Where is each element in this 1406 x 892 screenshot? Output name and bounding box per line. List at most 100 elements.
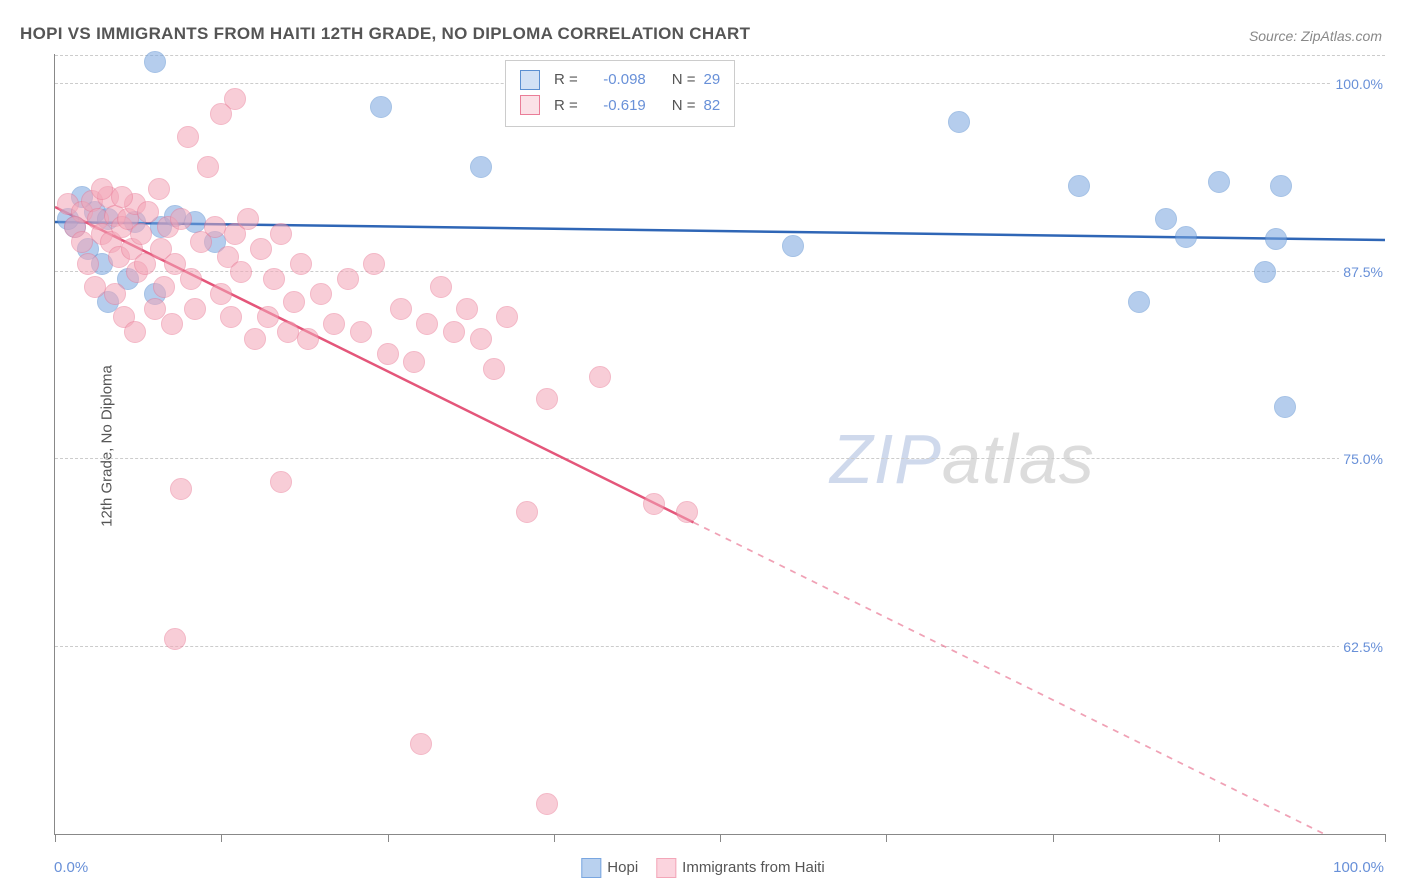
scatter-point — [230, 261, 252, 283]
scatter-point — [257, 306, 279, 328]
gridline — [55, 646, 1385, 647]
y-tick-label: 87.5% — [1339, 264, 1387, 280]
scatter-point — [250, 238, 272, 260]
scatter-point — [210, 283, 232, 305]
plot-area: ZIPatlas R =-0.098N =29R =-0.619N =82 62… — [54, 54, 1385, 835]
legend-swatch — [581, 858, 601, 878]
scatter-point — [363, 253, 385, 275]
legend-r-label: R = — [554, 93, 578, 119]
x-tick — [886, 834, 887, 842]
scatter-point — [290, 253, 312, 275]
scatter-point — [180, 268, 202, 290]
legend-n-label: N = — [672, 67, 696, 93]
scatter-point — [310, 283, 332, 305]
scatter-point — [1128, 291, 1150, 313]
scatter-point — [161, 313, 183, 335]
legend-item: Hopi — [581, 858, 638, 878]
scatter-point — [84, 276, 106, 298]
x-tick — [221, 834, 222, 842]
gridline — [55, 458, 1385, 459]
scatter-point — [589, 366, 611, 388]
scatter-point — [1270, 175, 1292, 197]
x-tick — [55, 834, 56, 842]
scatter-point — [350, 321, 372, 343]
scatter-point — [782, 235, 804, 257]
scatter-point — [220, 306, 242, 328]
scatter-point — [170, 208, 192, 230]
trend-line-dashed — [693, 522, 1385, 834]
scatter-point — [164, 628, 186, 650]
scatter-point — [496, 306, 518, 328]
scatter-point — [1068, 175, 1090, 197]
trend-lines — [55, 54, 1385, 834]
x-tick — [554, 834, 555, 842]
x-axis-start-label: 0.0% — [54, 859, 88, 876]
scatter-point — [1274, 396, 1296, 418]
scatter-point — [390, 298, 412, 320]
scatter-point — [1208, 171, 1230, 193]
scatter-point — [244, 328, 266, 350]
scatter-point — [111, 186, 133, 208]
scatter-point — [270, 471, 292, 493]
scatter-point — [197, 156, 219, 178]
legend-n-label: N = — [672, 93, 696, 119]
scatter-point — [144, 51, 166, 73]
scatter-point — [483, 358, 505, 380]
scatter-point — [283, 291, 305, 313]
x-tick — [1053, 834, 1054, 842]
scatter-point — [443, 321, 465, 343]
scatter-point — [470, 328, 492, 350]
x-tick — [1219, 834, 1220, 842]
legend-n-value: 29 — [704, 67, 721, 93]
scatter-point — [91, 178, 113, 200]
legend-row: R =-0.098N =29 — [520, 67, 720, 93]
scatter-point — [676, 501, 698, 523]
scatter-point — [456, 298, 478, 320]
legend-item: Immigrants from Haiti — [656, 858, 825, 878]
scatter-point — [948, 111, 970, 133]
scatter-point — [277, 321, 299, 343]
scatter-point — [416, 313, 438, 335]
legend-label: Hopi — [607, 859, 638, 876]
series-legend: Hopi Immigrants from Haiti — [581, 858, 824, 878]
legend-r-value: -0.619 — [586, 93, 646, 119]
legend-r-value: -0.098 — [586, 67, 646, 93]
scatter-point — [1265, 228, 1287, 250]
legend-n-value: 82 — [704, 93, 721, 119]
scatter-point — [270, 223, 292, 245]
scatter-point — [177, 126, 199, 148]
scatter-point — [148, 178, 170, 200]
scatter-point — [263, 268, 285, 290]
legend-label: Immigrants from Haiti — [682, 859, 825, 876]
scatter-point — [536, 793, 558, 815]
y-tick-label: 75.0% — [1339, 451, 1387, 467]
chart-source: Source: ZipAtlas.com — [1249, 28, 1382, 44]
scatter-point — [430, 276, 452, 298]
legend-swatch — [656, 858, 676, 878]
y-tick-label: 100.0% — [1332, 76, 1387, 92]
scatter-point — [153, 276, 175, 298]
scatter-point — [71, 231, 93, 253]
scatter-point — [410, 733, 432, 755]
scatter-point — [643, 493, 665, 515]
x-axis-end-label: 100.0% — [1333, 859, 1384, 876]
correlation-legend: R =-0.098N =29R =-0.619N =82 — [505, 60, 735, 127]
scatter-point — [104, 283, 126, 305]
scatter-point — [403, 351, 425, 373]
scatter-point — [1175, 226, 1197, 248]
x-tick — [1385, 834, 1386, 842]
watermark: ZIPatlas — [830, 419, 1095, 499]
scatter-point — [210, 103, 232, 125]
scatter-point — [237, 208, 259, 230]
scatter-point — [536, 388, 558, 410]
y-tick-label: 62.5% — [1339, 639, 1387, 655]
gridline — [55, 55, 1385, 56]
x-tick — [720, 834, 721, 842]
scatter-point — [323, 313, 345, 335]
scatter-point — [516, 501, 538, 523]
scatter-point — [470, 156, 492, 178]
legend-swatch — [520, 95, 540, 115]
scatter-point — [297, 328, 319, 350]
scatter-point — [184, 298, 206, 320]
scatter-point — [137, 201, 159, 223]
